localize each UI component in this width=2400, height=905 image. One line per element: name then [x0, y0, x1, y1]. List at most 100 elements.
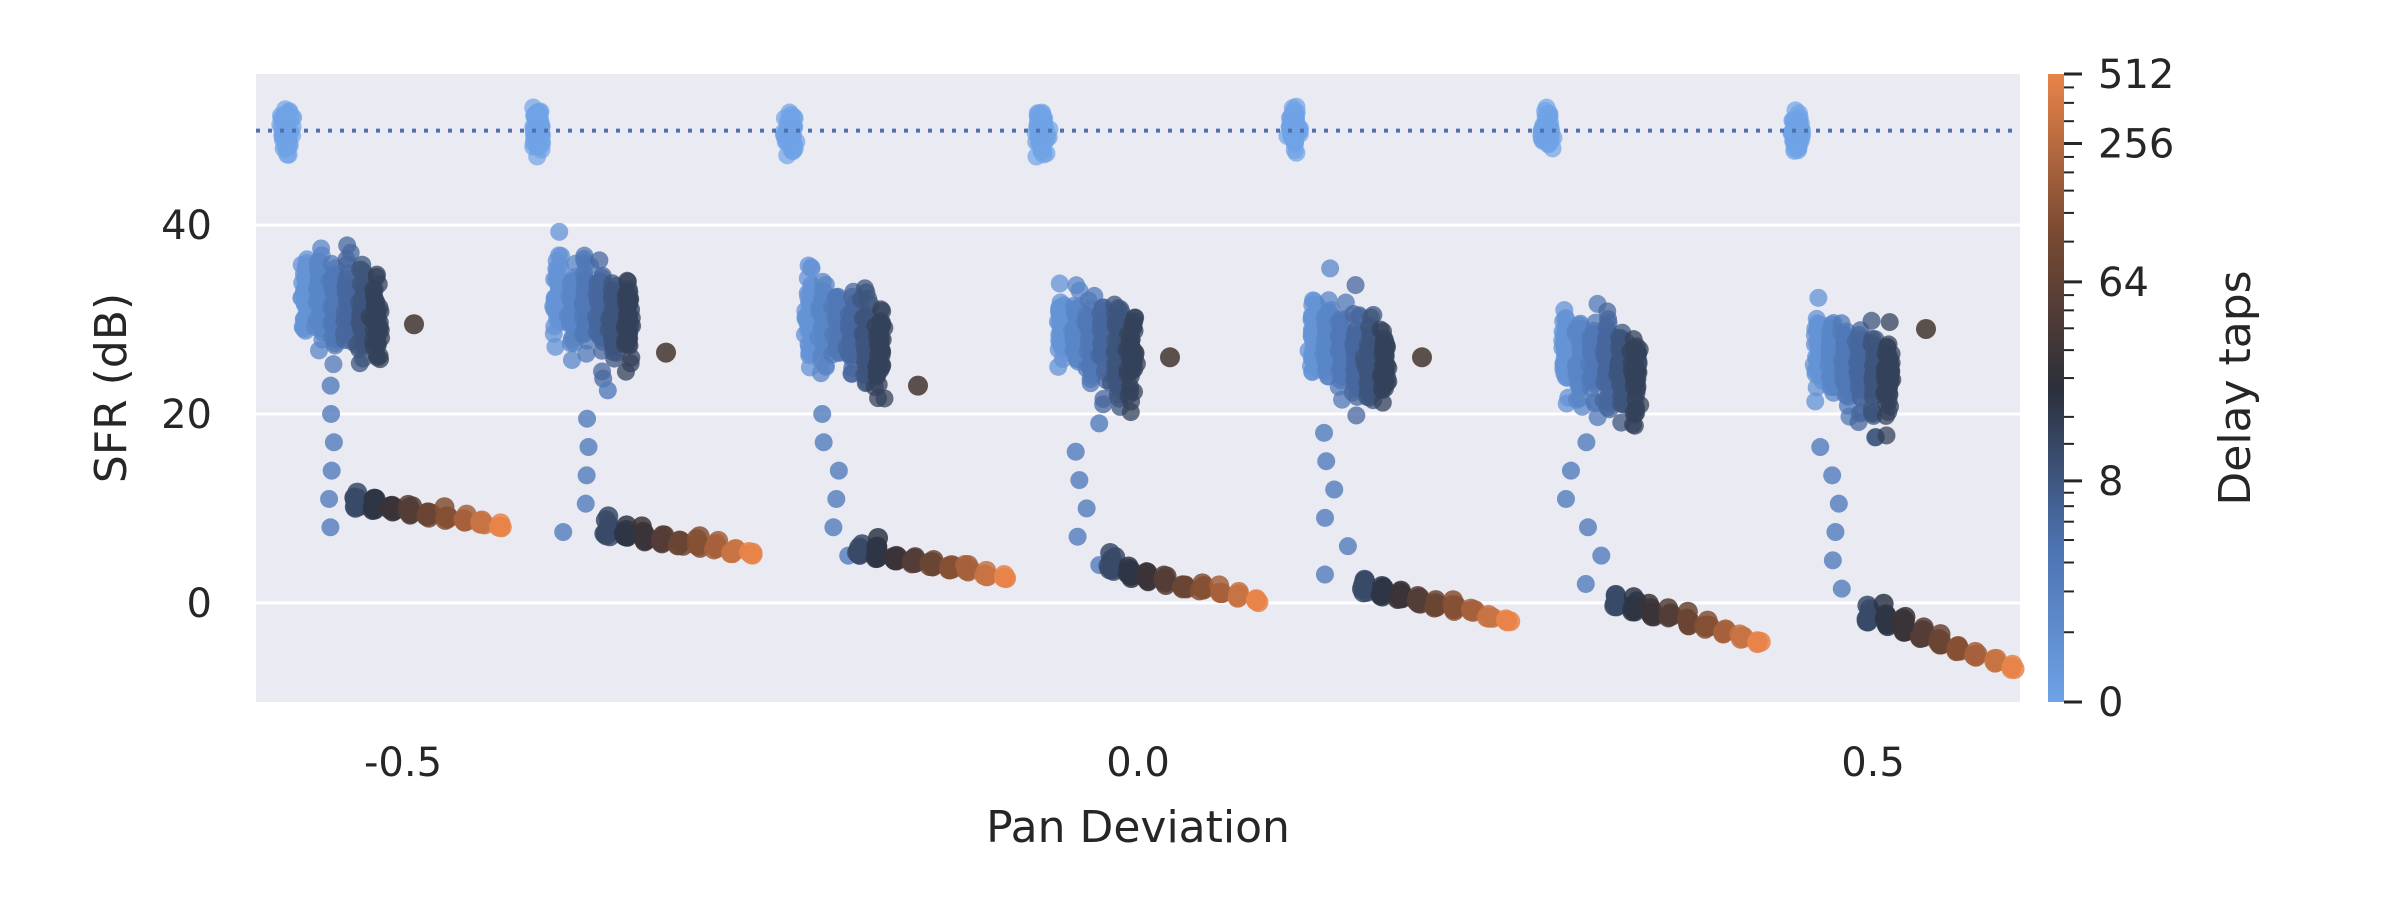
spread-point [1883, 370, 1902, 389]
spread-point [1094, 395, 1113, 414]
ref-point [278, 105, 297, 124]
spread-point [1806, 392, 1825, 411]
spread-point [1377, 335, 1396, 354]
trail-point [1315, 565, 1334, 584]
spread-point [1049, 357, 1068, 376]
tail-point [596, 525, 617, 546]
spread-point [1374, 363, 1393, 382]
tail-point [1120, 565, 1141, 586]
colorbar-tick-label-4: 512 [2098, 52, 2174, 98]
spread-point [1121, 403, 1140, 422]
trail-point [322, 404, 341, 423]
tail-point [1895, 606, 1916, 627]
trail-point [1823, 466, 1842, 485]
tail-point [416, 505, 437, 526]
colorbar-tick-label-0: 0 [2098, 680, 2123, 726]
spread-point [324, 355, 343, 374]
trail-point [1823, 551, 1842, 570]
outlier-point [1160, 347, 1180, 368]
spread-point [1347, 406, 1366, 425]
ref-point [1033, 103, 1052, 122]
trail-point [814, 433, 833, 452]
ref-point [1287, 143, 1306, 162]
tail-point [1965, 641, 1986, 662]
spread-point [1119, 386, 1138, 405]
spread-point [368, 348, 387, 367]
spread-point [1623, 361, 1642, 380]
tail-point [883, 548, 904, 569]
tail-point [1173, 576, 1194, 597]
trail-point [1592, 546, 1611, 565]
spread-point [875, 389, 894, 408]
tail-point [1947, 637, 1968, 658]
spread-point [1126, 308, 1145, 327]
colorbar-tick-label-2: 64 [2098, 260, 2149, 306]
spread-point [544, 324, 563, 343]
tail-point [848, 542, 869, 563]
x-tick-label-2: 0.5 [1841, 740, 1905, 786]
tail-point [616, 525, 637, 546]
ref-point [1032, 121, 1051, 140]
spread-point [620, 293, 639, 312]
ref-point [1283, 109, 1302, 128]
x-tick-label-1: 0.0 [1106, 740, 1170, 786]
trail-point [554, 523, 573, 542]
outlier-point [1916, 318, 1936, 339]
spread-point [1050, 274, 1069, 293]
tail-point [1713, 622, 1734, 643]
trail-point [827, 489, 846, 508]
outlier-point [1412, 347, 1432, 368]
trail-point [324, 433, 343, 452]
tail-point [631, 516, 652, 537]
trail-point [321, 376, 340, 395]
trail-point [321, 518, 340, 537]
ref-point [779, 115, 798, 134]
y-axis-label: SFR (dB) [86, 293, 137, 483]
trail-point [1317, 452, 1336, 471]
tail-point [379, 497, 400, 518]
spread-point [605, 349, 624, 368]
group-0 [271, 100, 512, 538]
tail-point [363, 490, 384, 511]
ref-point [783, 129, 802, 148]
trail-point [1829, 494, 1848, 513]
spread-point [873, 302, 892, 321]
tail-point [1211, 582, 1232, 603]
tail-point [1931, 634, 1952, 655]
tail-point [867, 547, 888, 568]
tail-point [902, 553, 923, 574]
group-5 [1532, 98, 1771, 654]
spread-point [350, 340, 369, 359]
trail-point [1826, 523, 1845, 542]
trail-point [1066, 442, 1085, 461]
spread-point [868, 355, 887, 374]
spread-point [545, 297, 564, 316]
y-tick-label-1: 20 [161, 392, 212, 438]
trail-point [598, 381, 617, 400]
colorbar-label: Delay taps [2210, 270, 2261, 505]
tail-point [1856, 608, 1877, 629]
data-points [271, 97, 2025, 679]
tail-point [1443, 590, 1464, 611]
trail-point [1315, 423, 1334, 442]
x-tick-label-0: -0.5 [364, 740, 442, 786]
trail-point [813, 404, 832, 423]
spread-point [1878, 345, 1897, 364]
tail-point [1407, 585, 1428, 606]
ref-point [1032, 135, 1051, 154]
x-tick-labels: -0.5 0.0 0.5 [364, 740, 1905, 786]
spread-point [854, 327, 873, 346]
tail-point [1460, 598, 1481, 619]
tail-point [1476, 607, 1497, 628]
spread-point [577, 344, 596, 363]
ref-point [1537, 98, 1556, 117]
spread-point [799, 256, 818, 275]
spread-point [545, 270, 564, 289]
spread-point [1597, 329, 1616, 348]
tail-point [1155, 572, 1176, 593]
trail-point [1325, 480, 1344, 499]
trail-point [1577, 433, 1596, 452]
tail-point [1696, 615, 1717, 636]
